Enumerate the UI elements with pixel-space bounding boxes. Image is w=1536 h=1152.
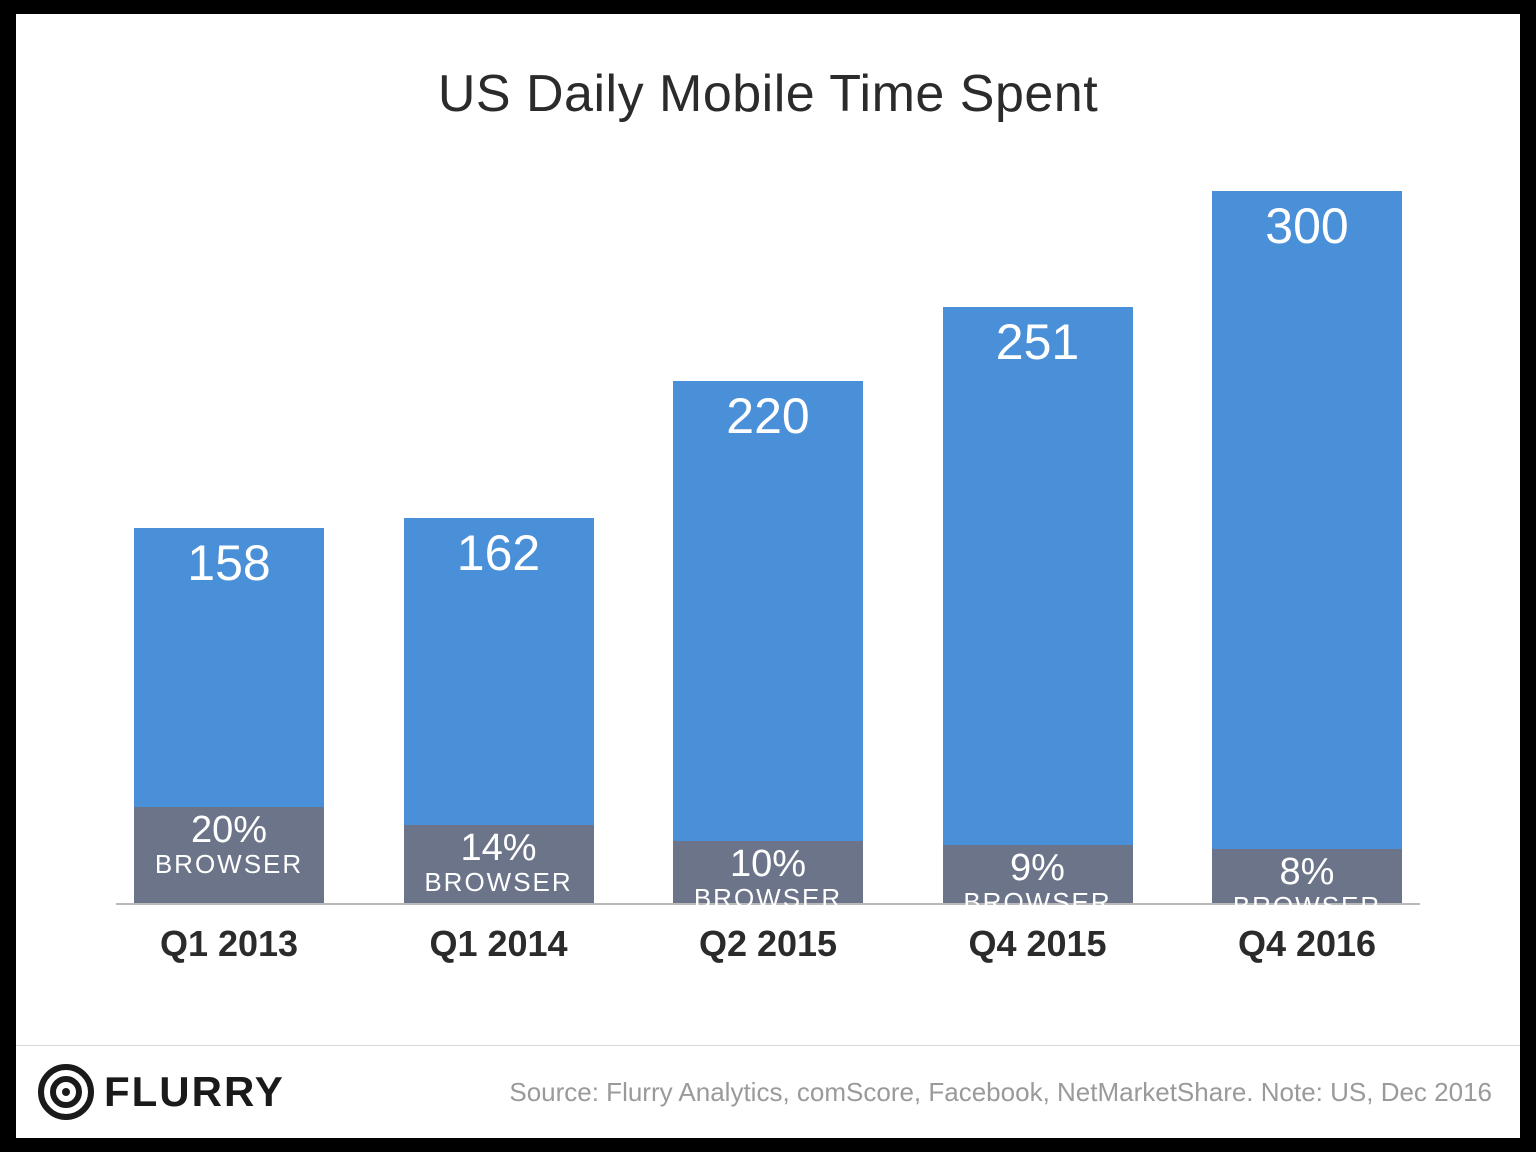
bar-segment-app: 158: [134, 528, 324, 807]
flurry-logo-text: FLURRY: [104, 1068, 285, 1116]
browser-label: BROWSER: [155, 851, 303, 877]
bar-segment-browser: 14%BROWSER: [404, 825, 594, 903]
plot-area: 15820%BROWSER16214%BROWSER22010%BROWSER2…: [116, 138, 1420, 905]
bar-q1-2013: 158 20%BROWSER: [134, 138, 324, 903]
slide-frame: US Daily Mobile Time Spent 15820%BROWSER…: [0, 0, 1536, 1152]
browser-percent: 20%: [191, 811, 267, 849]
bar-total-value: 220: [673, 387, 863, 445]
bar-segment-app: 251: [943, 307, 1133, 845]
bar-segment-browser: 8%BROWSER: [1212, 849, 1402, 903]
browser-label: BROWSER: [1233, 893, 1381, 919]
bar-segment-app: 162: [404, 518, 594, 825]
bar-total-value: 300: [1212, 197, 1402, 255]
bar-total-value: 251: [943, 313, 1133, 371]
browser-percent: 10%: [730, 845, 806, 883]
bar-total-value: 162: [404, 524, 594, 582]
browser-percent: 14%: [460, 829, 536, 867]
bar-segment-browser: 10%BROWSER: [673, 841, 863, 903]
content-area: US Daily Mobile Time Spent 15820%BROWSER…: [16, 14, 1520, 1045]
browser-label: BROWSER: [963, 889, 1111, 915]
x-label: Q4 2015: [943, 923, 1133, 965]
bar-total-value: 158: [134, 534, 324, 592]
bar-segment-browser: 9%BROWSER: [943, 845, 1133, 903]
bar-q4-2016: 300 8%BROWSER: [1212, 138, 1402, 903]
bar-segment-app: 300: [1212, 191, 1402, 849]
browser-label: BROWSER: [694, 885, 842, 911]
bar-segment-app: 220: [673, 381, 863, 841]
x-label: Q2 2015: [673, 923, 863, 965]
flurry-logo: FLURRY: [38, 1064, 285, 1120]
bar-q1-2014: 162 14%BROWSER: [404, 138, 594, 903]
flurry-logo-icon: [38, 1064, 94, 1120]
footer: FLURRY Source: Flurry Analytics, comScor…: [16, 1045, 1520, 1138]
chart-title: US Daily Mobile Time Spent: [72, 64, 1464, 124]
source-attribution: Source: Flurry Analytics, comScore, Face…: [313, 1077, 1492, 1108]
x-label: Q1 2013: [134, 923, 324, 965]
x-axis-labels: Q1 2013 Q1 2014 Q2 2015 Q4 2015 Q4 2016: [116, 923, 1420, 965]
x-label: Q4 2016: [1212, 923, 1402, 965]
bar-q4-2015: 251 9%BROWSER: [943, 138, 1133, 903]
bar-segment-browser: 20%BROWSER: [134, 807, 324, 903]
chart-area: 15820%BROWSER16214%BROWSER22010%BROWSER2…: [72, 138, 1464, 1045]
browser-label: BROWSER: [424, 869, 572, 895]
browser-percent: 8%: [1280, 853, 1335, 891]
x-label: Q1 2014: [404, 923, 594, 965]
browser-percent: 9%: [1010, 849, 1065, 887]
bar-q2-2015: 220 10%BROWSER: [673, 138, 863, 903]
